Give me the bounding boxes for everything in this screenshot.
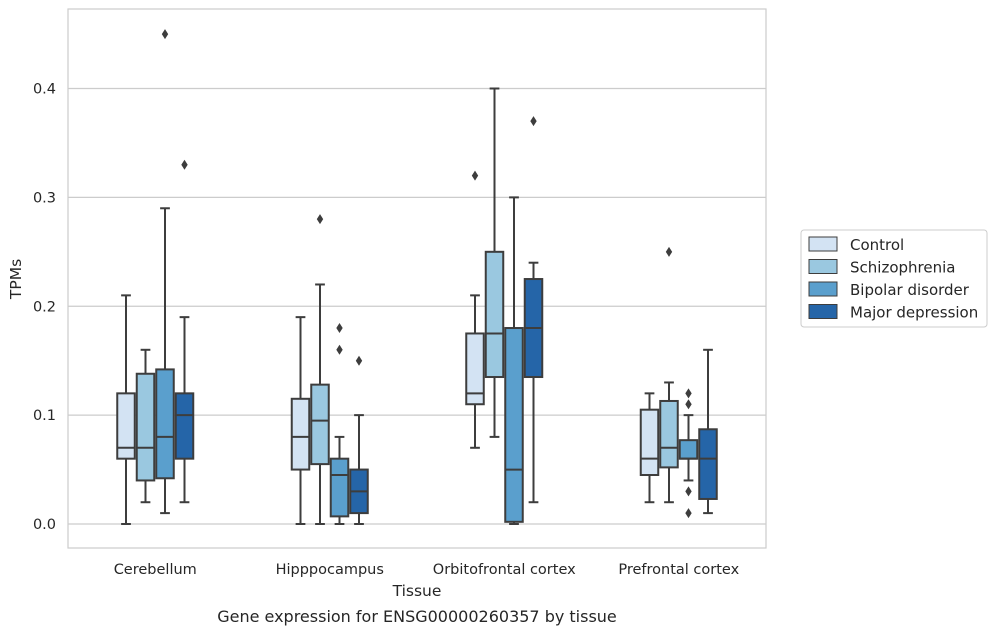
legend-label: Control (850, 236, 904, 254)
outlier-point (471, 170, 479, 181)
y-tick-label: 0.0 (33, 517, 56, 533)
box-0-3 (174, 159, 195, 504)
x-tick-label: Orbitofrontal cortex (433, 562, 576, 578)
outlier-point (161, 29, 169, 40)
box-iqr (465, 332, 485, 406)
legend-label: Schizophrenia (850, 259, 955, 277)
y-tick-labels: 0.0 0.1 0.2 0.3 0.4 (33, 82, 56, 534)
x-tick-label: Cerebellum (114, 562, 197, 578)
y-tick-label: 0.3 (33, 190, 56, 206)
outlier-point (355, 355, 363, 366)
outlier-point (685, 508, 692, 519)
box-3-1 (659, 246, 679, 504)
x-tick-label: Prefrontal cortex (618, 562, 739, 578)
box-iqr (310, 383, 330, 466)
box-0-1 (135, 348, 156, 504)
box-iqr (659, 399, 679, 469)
box-iqr (698, 428, 718, 500)
outlier-point (685, 399, 692, 410)
outlier-point (336, 323, 343, 334)
outlier-point (530, 116, 537, 127)
outlier-point (316, 214, 324, 225)
box-0-2 (155, 29, 175, 515)
box-1-0 (290, 316, 311, 525)
box-1-2 (329, 323, 350, 525)
box-iqr (639, 408, 660, 477)
box-1-1 (310, 214, 330, 525)
legend-swatch (808, 281, 838, 297)
box-2-2 (504, 196, 524, 525)
legend-frame (800, 229, 988, 328)
box-3-3 (698, 348, 718, 515)
box-2-0 (465, 170, 485, 449)
box-iqr (174, 392, 195, 460)
x-axis-title: Tissue (392, 582, 442, 600)
box-0-0 (116, 294, 136, 525)
y-tick-label: 0.1 (33, 408, 56, 424)
figure-caption: Gene expression for ENSG00000260357 by t… (217, 607, 617, 626)
outlier-point (685, 388, 692, 399)
box-iqr (678, 439, 699, 460)
legend-label: Bipolar disorder (850, 281, 970, 299)
legend: Control Schizophrenia Bipolar disorder Majo… (800, 229, 988, 328)
y-axis-title: TPMs (7, 259, 25, 300)
box-iqr (135, 372, 156, 482)
x-tick-label: Hipppocampus (276, 562, 384, 578)
y-tick-label: 0.2 (33, 299, 56, 315)
outlier-point (181, 159, 188, 170)
legend-swatch (808, 236, 838, 252)
box-3-2 (678, 388, 699, 519)
box-iqr (155, 368, 175, 480)
box-2-1 (484, 87, 505, 438)
box-3-0 (639, 392, 660, 504)
box-iqr (116, 392, 136, 460)
outlier-point (336, 344, 343, 355)
box-iqr (504, 327, 524, 523)
box-iqr (329, 457, 350, 518)
y-tick-label: 0.4 (33, 82, 56, 98)
legend-label: Major depression (850, 304, 978, 322)
outlier-point (685, 486, 692, 497)
x-tick-labels: Cerebellum Hipppocampus Orbitofrontal cort… (114, 562, 740, 578)
box-plot-marks (116, 29, 718, 525)
legend-swatch (808, 304, 838, 319)
outlier-point (665, 246, 673, 257)
plot-frame (67, 8, 767, 549)
legend-swatch (808, 259, 838, 274)
box-1-3 (349, 355, 369, 525)
box-iqr (290, 397, 311, 471)
box-2-3 (523, 116, 544, 504)
box-iqr (484, 250, 505, 379)
